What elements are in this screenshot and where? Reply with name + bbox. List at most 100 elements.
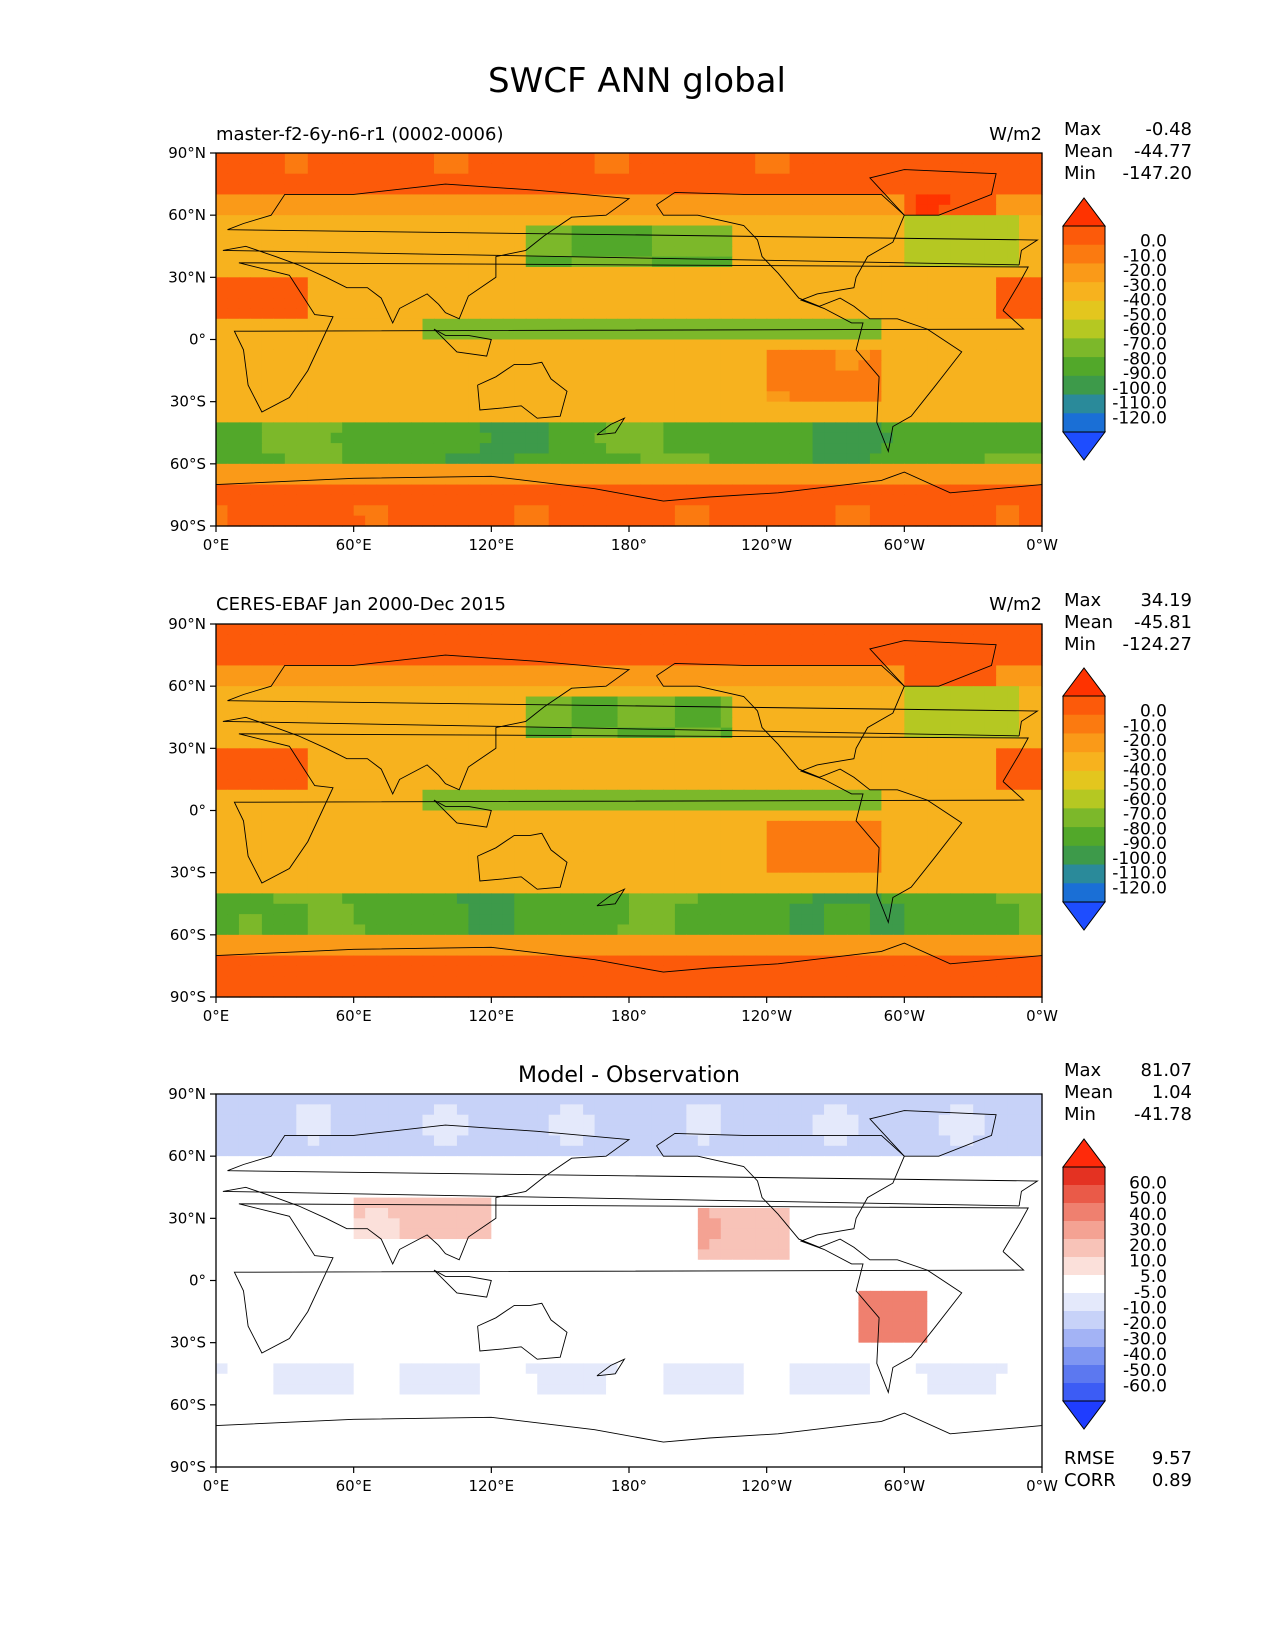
map-cell bbox=[525, 287, 538, 299]
map-cell bbox=[433, 717, 447, 729]
map-cell bbox=[755, 204, 768, 216]
map-cell bbox=[273, 872, 286, 884]
map-cell bbox=[353, 432, 366, 444]
map-cell bbox=[755, 505, 768, 517]
map-cell bbox=[514, 644, 527, 656]
map-cell bbox=[766, 644, 779, 656]
map-cell bbox=[491, 831, 504, 843]
map-cell bbox=[835, 696, 848, 708]
map-cell bbox=[479, 644, 492, 656]
map-cell bbox=[858, 924, 871, 936]
map-cell bbox=[709, 401, 722, 413]
map-cell bbox=[560, 194, 573, 206]
map-cell bbox=[640, 831, 653, 843]
map-cell bbox=[881, 748, 894, 760]
map-cell bbox=[709, 412, 722, 423]
map-cell bbox=[950, 872, 963, 884]
map-cell bbox=[411, 800, 424, 812]
map-cell bbox=[686, 893, 699, 905]
map-cell bbox=[766, 945, 779, 957]
map-cell bbox=[720, 484, 733, 496]
map-cell bbox=[284, 194, 297, 206]
map-cell bbox=[1007, 624, 1020, 635]
map-cell bbox=[824, 624, 837, 635]
map-cell bbox=[594, 841, 607, 853]
map-cell bbox=[915, 779, 928, 791]
map-cell bbox=[881, 903, 894, 915]
map-cell bbox=[697, 266, 710, 278]
map-cell bbox=[548, 463, 561, 475]
map-cell bbox=[697, 184, 710, 196]
map-cell bbox=[732, 235, 745, 247]
map-cell bbox=[617, 696, 630, 708]
map-cell bbox=[984, 862, 997, 874]
map-cell bbox=[801, 872, 814, 884]
map-cell bbox=[238, 634, 252, 646]
map-cell bbox=[594, 391, 607, 403]
map-cell bbox=[801, 831, 814, 843]
map-cell bbox=[261, 748, 274, 760]
map-cell bbox=[583, 748, 596, 760]
map-cell bbox=[709, 215, 722, 227]
map-cell bbox=[1007, 318, 1020, 330]
map-cell bbox=[766, 246, 779, 258]
map-cell bbox=[353, 924, 366, 936]
map-cell bbox=[950, 329, 963, 341]
map-cell bbox=[927, 184, 940, 196]
map-cell bbox=[663, 924, 676, 936]
map-cell bbox=[445, 515, 458, 527]
map-cell bbox=[973, 727, 986, 739]
map-cell bbox=[583, 339, 596, 351]
map-cell bbox=[881, 246, 894, 258]
map-cell bbox=[640, 339, 653, 351]
map-cell bbox=[766, 758, 779, 770]
map-cell bbox=[525, 737, 538, 749]
map-cell bbox=[525, 624, 538, 635]
map-cell bbox=[571, 655, 584, 667]
map-cell bbox=[238, 706, 252, 718]
map-cell bbox=[651, 329, 665, 341]
map-cell bbox=[365, 349, 378, 361]
map-cell bbox=[674, 194, 687, 206]
map-cell bbox=[388, 903, 401, 915]
map-cell bbox=[732, 800, 745, 812]
map-cell bbox=[824, 789, 837, 801]
map-cell bbox=[330, 665, 343, 677]
map-cell bbox=[399, 463, 412, 475]
map-cell bbox=[284, 515, 297, 527]
map-cell bbox=[927, 851, 940, 863]
map-cell bbox=[433, 831, 447, 843]
map-cell bbox=[927, 686, 940, 698]
map-cell bbox=[399, 412, 412, 423]
map-cell bbox=[869, 758, 882, 770]
map-cell bbox=[801, 370, 814, 382]
map-cell bbox=[284, 665, 297, 677]
map-cell bbox=[938, 349, 951, 361]
map-cell bbox=[961, 893, 974, 905]
map-cell bbox=[950, 422, 963, 434]
map-cell bbox=[583, 422, 596, 434]
map-cell bbox=[433, 194, 447, 206]
map-cell bbox=[296, 748, 309, 760]
map-cell bbox=[365, 443, 378, 455]
map-cell bbox=[651, 748, 665, 760]
map-cell bbox=[801, 422, 814, 434]
map-cell bbox=[858, 883, 871, 894]
map-cell bbox=[709, 634, 722, 646]
map-cell bbox=[789, 308, 802, 320]
map-cell bbox=[514, 675, 527, 687]
map-cell bbox=[491, 349, 504, 361]
map-cell bbox=[537, 308, 550, 320]
map-cell bbox=[353, 883, 366, 894]
map-cell bbox=[353, 955, 366, 967]
map-cell bbox=[319, 841, 332, 853]
lon-tick-label: 120°E bbox=[469, 536, 515, 554]
map-cell bbox=[216, 769, 229, 781]
map-cell bbox=[342, 153, 355, 164]
map-cell bbox=[422, 789, 435, 801]
map-cell bbox=[422, 841, 435, 853]
map-cell bbox=[858, 810, 871, 822]
map-cell bbox=[812, 934, 825, 946]
map-cell bbox=[307, 800, 320, 812]
map-cell bbox=[342, 256, 355, 268]
